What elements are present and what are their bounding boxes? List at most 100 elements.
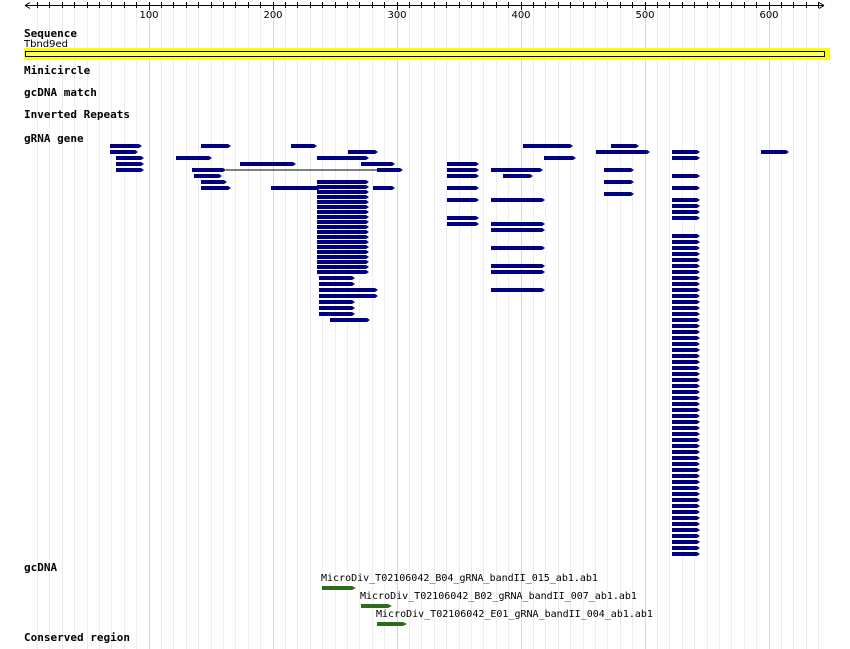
grna-feature — [672, 306, 700, 310]
sequence-name: Tbnd9ed — [24, 39, 69, 50]
ruler-right-arrow — [818, 2, 825, 9]
gcdna-match-track-label: gcDNA match — [24, 86, 97, 99]
grna-feature — [319, 276, 355, 280]
grna-feature — [319, 288, 355, 292]
grna-feature — [672, 270, 700, 274]
grna-feature — [672, 216, 700, 220]
grna-feature — [447, 216, 479, 220]
ruler-tick-label: 200 — [263, 10, 282, 21]
sequence-track-label: Sequence — [24, 27, 77, 40]
grna-feature — [604, 168, 634, 172]
grna-feature — [672, 462, 700, 466]
grna-feature — [672, 294, 700, 298]
grna-feature — [317, 265, 369, 269]
grna-feature — [672, 402, 700, 406]
grna-feature — [672, 546, 700, 550]
grna-feature — [672, 258, 700, 262]
grna-feature — [201, 180, 227, 184]
grna-feature — [672, 510, 700, 514]
grna-feature — [447, 174, 479, 178]
grna-feature — [672, 318, 700, 322]
grna-feature — [447, 162, 479, 166]
ruler-left-arrow — [24, 2, 31, 9]
grna-feature — [503, 174, 533, 178]
ruler-tick-label: 100 — [139, 10, 158, 21]
inverted-repeats-track-label: Inverted Repeats — [24, 108, 130, 121]
gcdna-clone-bar[interactable] — [322, 586, 356, 590]
grna-feature — [761, 150, 789, 154]
grna-feature — [317, 220, 369, 224]
grna-feature — [201, 144, 231, 148]
grna-feature — [110, 150, 138, 154]
grna-feature — [672, 534, 700, 538]
grna-feature — [672, 156, 700, 160]
grna-feature — [491, 168, 543, 172]
grna-feature — [348, 150, 378, 154]
grna-feature — [317, 195, 369, 199]
grna-feature — [672, 522, 700, 526]
grna-feature — [672, 336, 700, 340]
grna-feature — [672, 420, 700, 424]
grna-feature — [491, 228, 545, 232]
gcdna-clone-bar[interactable] — [377, 622, 407, 626]
grna-feature — [319, 294, 355, 298]
grna-feature — [672, 246, 700, 250]
grna-feature — [317, 270, 369, 274]
grna-feature — [447, 168, 479, 172]
grna-feature — [348, 288, 378, 292]
grna-feature — [672, 384, 700, 388]
grna-feature — [317, 255, 369, 259]
grna-feature — [672, 348, 700, 352]
grna-feature — [604, 180, 634, 184]
grna-feature — [672, 372, 700, 376]
grna-feature — [319, 300, 355, 304]
gcdna-clone-label[interactable]: MicroDiv_T02106042_B02_gRNA_bandII_007_a… — [360, 591, 637, 602]
grna-feature — [317, 205, 369, 209]
grna-feature — [491, 246, 545, 250]
grna-feature — [672, 240, 700, 244]
grna-feature — [672, 378, 700, 382]
grna-feature — [491, 264, 545, 268]
grna-feature — [491, 288, 545, 292]
grna-feature — [672, 366, 700, 370]
gcdna-track-label: gcDNA — [24, 561, 58, 574]
grna-feature — [672, 312, 700, 316]
grna-feature — [672, 396, 700, 400]
grna-feature — [491, 222, 545, 226]
grna-feature — [317, 240, 369, 244]
grna-feature — [672, 198, 700, 202]
grna-feature — [194, 174, 222, 178]
grna-feature — [672, 342, 700, 346]
grna-feature — [116, 156, 144, 160]
grna-feature — [672, 150, 700, 154]
grna-feature — [672, 330, 700, 334]
grna-feature — [672, 468, 700, 472]
sequence-bar[interactable] — [24, 48, 830, 60]
grna-feature — [317, 200, 369, 204]
gcdna-clone-label[interactable]: MicroDiv_T02106042_E01_gRNA_bandII_004_a… — [376, 609, 653, 620]
grna-feature — [317, 245, 369, 249]
grna-feature — [523, 144, 573, 148]
grna-feature — [672, 540, 700, 544]
grna-feature — [672, 174, 700, 178]
grna-feature — [330, 318, 370, 322]
grna-feature — [672, 486, 700, 490]
grna-feature — [672, 282, 700, 286]
grna-feature — [604, 192, 634, 196]
grna-feature — [672, 276, 700, 280]
grna-feature — [361, 162, 395, 166]
grna-feature — [672, 498, 700, 502]
grna-feature — [672, 450, 700, 454]
grna-feature — [317, 225, 369, 229]
grna-gene-track-label: gRNA gene — [24, 132, 84, 145]
gcdna-clone-label[interactable]: MicroDiv_T02106042_B04_gRNA_bandII_015_a… — [321, 573, 598, 584]
grna-feature — [672, 210, 700, 214]
grna-feature — [317, 156, 369, 160]
gcdna-clone-bar[interactable] — [361, 604, 392, 608]
grna-feature — [672, 474, 700, 478]
grna-feature — [672, 354, 700, 358]
grna-feature — [672, 324, 700, 328]
grna-feature — [672, 438, 700, 442]
grna-feature — [491, 270, 545, 274]
grna-feature — [611, 144, 639, 148]
